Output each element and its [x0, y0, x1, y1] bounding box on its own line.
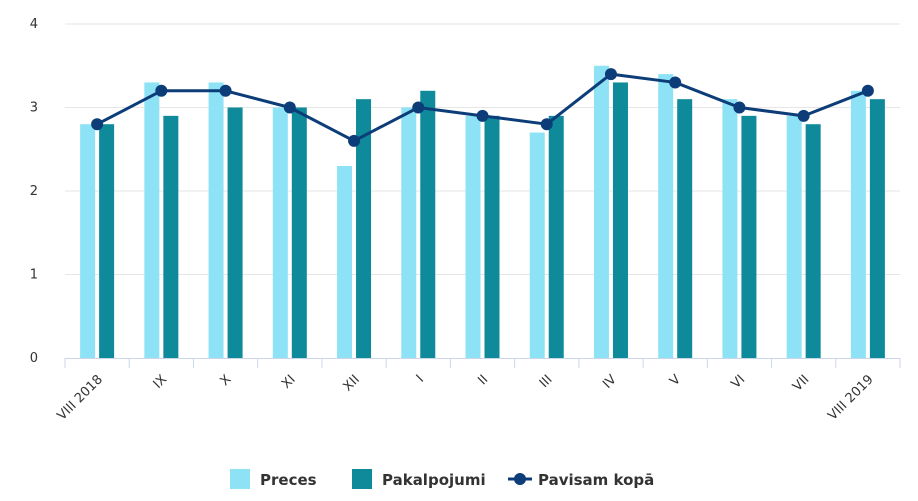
- y-tick-label: 0: [30, 351, 38, 366]
- bars: [80, 65, 885, 359]
- x-tick-label: VI: [729, 372, 749, 392]
- bar-preces: [850, 90, 866, 359]
- bar-preces: [722, 99, 738, 359]
- line-series: [91, 68, 874, 147]
- series-point: [861, 84, 874, 97]
- x-axis: VIII 2018 IX X XI XII I II III IV V VI VII VIII 2019: [55, 358, 901, 424]
- bar-preces: [272, 107, 288, 358]
- legend-symbol: [230, 469, 250, 489]
- series-point: [797, 109, 810, 122]
- bar-preces: [658, 74, 674, 358]
- bar-preces: [337, 165, 353, 358]
- legend-symbol: [352, 469, 372, 489]
- x-tick-label: VII: [790, 372, 812, 394]
- series-point: [155, 84, 168, 97]
- y-axis: 0 1 2 3 4: [30, 17, 38, 366]
- bar-pakalpojumi: [420, 90, 436, 359]
- legend-label: Pavisam kopā: [538, 471, 654, 489]
- series-point: [412, 101, 425, 114]
- series-point: [540, 118, 553, 131]
- bar-preces: [593, 65, 609, 358]
- bar-preces: [401, 107, 417, 358]
- bar-pakalpojumi: [612, 82, 628, 358]
- x-tick-label: I: [414, 372, 427, 385]
- bar-pakalpojumi: [805, 124, 821, 358]
- legend: Preces Pakalpojumi Pavisam kopā: [230, 469, 654, 489]
- bar-pakalpojumi: [356, 99, 372, 359]
- y-tick-label: 4: [30, 17, 38, 32]
- x-tick-label: V: [667, 372, 684, 389]
- x-tick-label: XI: [279, 372, 299, 392]
- bar-preces: [465, 115, 481, 358]
- bar-pakalpojumi: [99, 124, 115, 358]
- bar-pakalpojumi: [484, 115, 500, 358]
- x-tick-label: VIII 2018: [55, 372, 106, 423]
- bar-preces: [80, 124, 96, 358]
- series-point: [604, 68, 617, 81]
- bar-pakalpojumi: [677, 99, 693, 359]
- x-tick-label: IX: [151, 372, 171, 392]
- bar-pakalpojumi: [869, 99, 885, 359]
- bar-preces: [786, 115, 802, 358]
- series-point: [348, 134, 361, 147]
- bar-preces: [529, 132, 545, 358]
- x-tick-label: II: [475, 372, 491, 388]
- bar-pakalpojumi: [291, 107, 307, 358]
- bar-preces: [208, 82, 224, 358]
- series-point: [476, 109, 489, 122]
- x-tick-label: III: [537, 372, 556, 391]
- bar-pakalpojumi: [227, 107, 243, 358]
- x-tick-label: XII: [341, 372, 363, 394]
- bar-pakalpojumi: [548, 115, 564, 358]
- series-point: [219, 84, 232, 97]
- y-tick-label: 2: [30, 184, 38, 199]
- x-tick-label: IV: [600, 372, 620, 392]
- x-tick-label: X: [218, 372, 235, 389]
- y-tick-label: 3: [30, 101, 38, 116]
- bar-pakalpojumi: [163, 115, 179, 358]
- x-tick-label: VIII 2019: [825, 372, 876, 423]
- legend-label: Pakalpojumi: [382, 471, 486, 489]
- bar-preces: [144, 82, 160, 358]
- bar-pakalpojumi: [741, 115, 757, 358]
- legend-label: Preces: [260, 471, 317, 489]
- y-tick-label: 1: [30, 268, 38, 283]
- grid: [65, 23, 900, 275]
- legend-symbol: [514, 473, 526, 485]
- series-point: [669, 76, 682, 89]
- series-point: [91, 118, 104, 131]
- series-point: [733, 101, 746, 114]
- series-point: [283, 101, 296, 114]
